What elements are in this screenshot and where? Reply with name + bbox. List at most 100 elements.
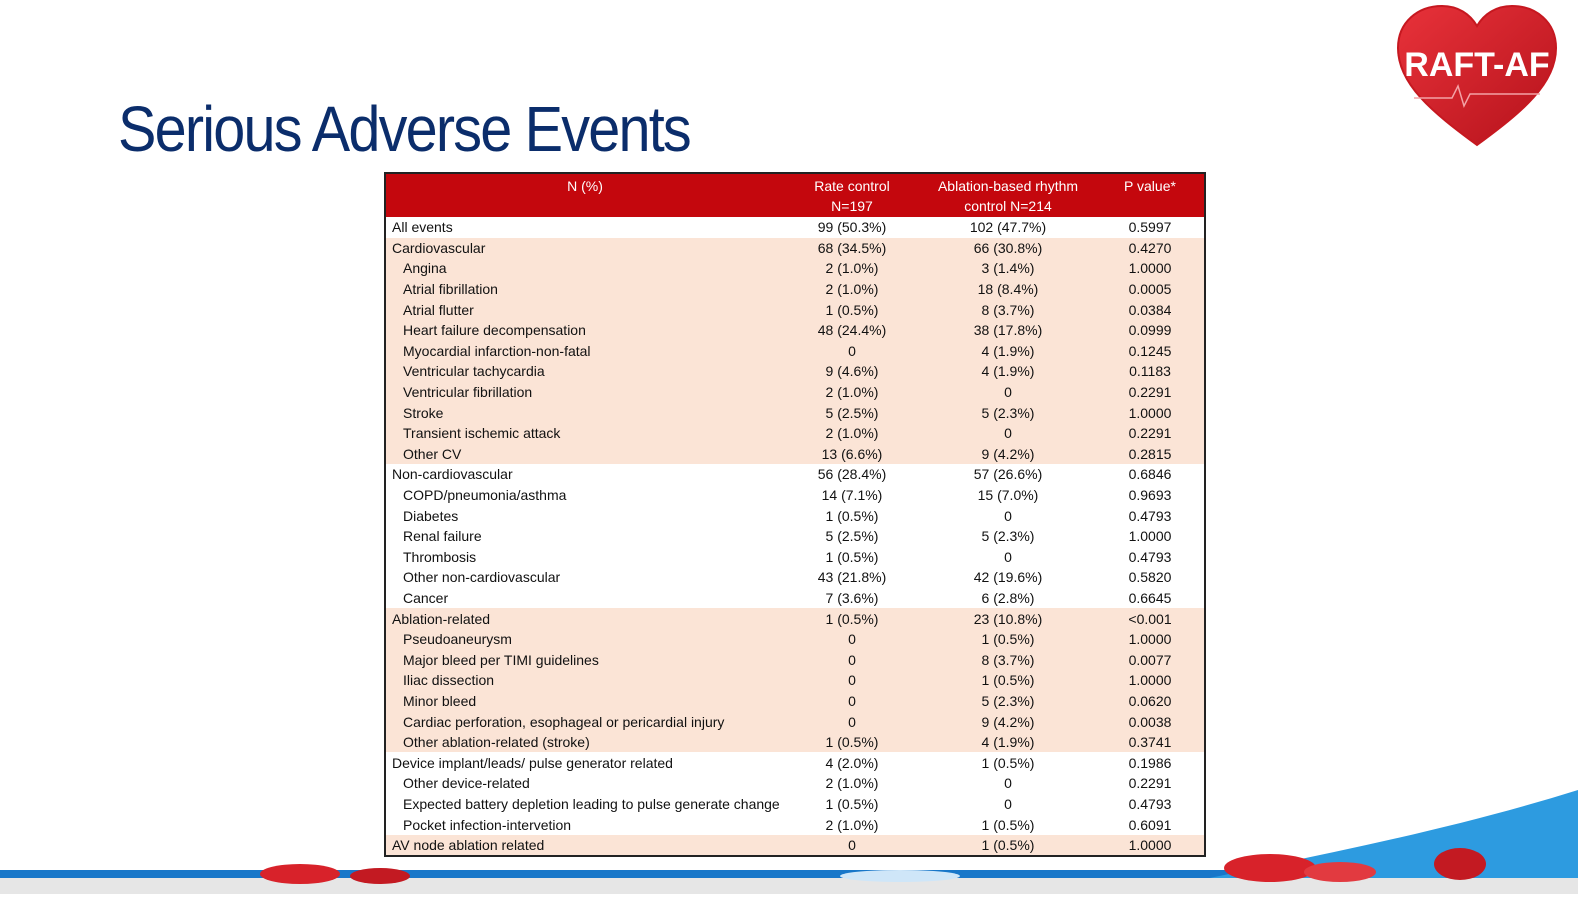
ablation-value: 4 (1.9%) [981, 734, 1035, 751]
row-label: Cancer [403, 589, 449, 606]
row-label: COPD/pneumonia/asthma [403, 487, 567, 504]
header-p-value: P value* [1124, 178, 1176, 194]
table-row: Transient ischemic attack 2 (1.0%) 0 0.2291 [386, 422, 1204, 444]
row-label: Ablation-related [392, 610, 491, 627]
rate-control-value: 5 (2.5%) [825, 404, 879, 421]
table-row: COPD/pneumonia/asthma 14 (7.1%) 15 (7.0%) 0… [386, 484, 1204, 506]
ablation-value: 15 (7.0%) [977, 487, 1039, 504]
ablation-value: 18 (8.4%) [977, 281, 1039, 298]
rate-control-value: 1 (0.5%) [825, 734, 879, 751]
header-ablation-rhythm-control: Ablation-based rhythm control N=214 [937, 178, 1079, 214]
ablation-value: 1 (0.5%) [981, 816, 1035, 833]
rate-control-value: 5 (2.5%) [825, 528, 879, 545]
footer-decoration [0, 760, 1578, 894]
table-row: Heart failure decompensation 48 (24.4%) 38… [386, 319, 1204, 341]
table-row: Other ablation-related (stroke) 1 (0.5%) 4… [386, 731, 1204, 753]
row-label: Major bleed per TIMI guidelines [403, 651, 599, 668]
row-label: Other non-cardiovascular [403, 569, 561, 586]
p-value: 0.0005 [1128, 281, 1172, 298]
p-value: 0.4793 [1128, 507, 1172, 524]
p-value: 0.3741 [1128, 734, 1172, 751]
row-label: Atrial fibrillation [403, 281, 498, 298]
ablation-value: 1 (0.5%) [981, 672, 1035, 689]
table-row: Atrial flutter 1 (0.5%) 8 (3.7%) 0.0384 [386, 299, 1204, 320]
rate-control-value: 0 [848, 692, 856, 709]
row-label: Minor bleed [403, 692, 477, 709]
raft-af-logo: RAFT-AF [1392, 2, 1562, 152]
ablation-value: 5 (2.3%) [981, 404, 1035, 421]
row-label: Ventricular fibrillation [403, 384, 533, 401]
row-label: Iliac dissection [403, 672, 495, 689]
table-header-row: N (%) Rate control N=197 Ablation-based … [386, 174, 1204, 217]
ablation-value: 6 (2.8%) [981, 589, 1035, 606]
ablation-value: 5 (2.3%) [981, 528, 1035, 545]
table-row: Expected battery depletion leading to pu… [386, 793, 1204, 815]
rate-control-value: 2 (1.0%) [825, 775, 879, 792]
table-row: Pseudoaneurysm 0 1 (0.5%) 1.0000 [386, 628, 1204, 650]
rate-control-value: 48 (24.4%) [817, 322, 887, 339]
p-value: 0.0620 [1128, 692, 1172, 709]
p-value: 1.0000 [1128, 631, 1172, 648]
row-label: Transient ischemic attack [403, 425, 561, 442]
table-row: Non-cardiovascular 56 (28.4%) 57 (26.6%) 0.… [386, 464, 1204, 485]
rate-control-value: 0 [848, 631, 856, 648]
rate-control-value: 1 (0.5%) [825, 610, 879, 627]
ablation-value: 42 (19.6%) [973, 569, 1043, 586]
p-value: 0.0077 [1128, 651, 1172, 668]
row-label: Pocket infection-intervetion [403, 816, 572, 833]
rate-control-value: 7 (3.6%) [825, 589, 879, 606]
p-value: 0.6091 [1128, 816, 1172, 833]
row-label: Thrombosis [403, 548, 477, 565]
ablation-value: 4 (1.9%) [981, 363, 1035, 380]
ablation-value: 1 (0.5%) [981, 631, 1035, 648]
ablation-value: 38 (17.8%) [973, 322, 1043, 339]
rate-control-value: 56 (28.4%) [817, 466, 887, 483]
p-value: 1.0000 [1128, 404, 1172, 421]
ablation-value: 102 (47.7%) [969, 219, 1047, 236]
rate-control-value: 2 (1.0%) [825, 260, 879, 277]
ablation-value: 57 (26.6%) [973, 466, 1043, 483]
ablation-value: 0 [1004, 775, 1012, 792]
table-row: All events 99 (50.3%) 102 (47.7%) 0.5997 [386, 217, 1204, 238]
table-row: Atrial fibrillation 2 (1.0%) 18 (8.4%) 0.00… [386, 278, 1204, 300]
row-label: Angina [403, 260, 447, 277]
table-row: Other device-related 2 (1.0%) 0 0.2291 [386, 773, 1204, 794]
table-row: Myocardial infarction-non-fatal 0 4 (1.9%)… [386, 340, 1204, 362]
p-value: 0.4793 [1128, 548, 1172, 565]
p-value: 1.0000 [1128, 837, 1172, 854]
rate-control-value: 0 [848, 713, 856, 730]
ablation-value: 9 (4.2%) [981, 713, 1035, 730]
table-row: Ventricular fibrillation 2 (1.0%) 0 0.2291 [386, 381, 1204, 403]
table-row: Stroke 5 (2.5%) 5 (2.3%) 1.0000 [386, 402, 1204, 423]
p-value: 0.2815 [1128, 445, 1172, 462]
row-label: Expected battery depletion leading to pu… [403, 795, 780, 812]
p-value: 0.1986 [1128, 754, 1172, 771]
table-row: Cancer 7 (3.6%) 6 (2.8%) 0.6645 [386, 587, 1204, 609]
p-value: 1.0000 [1128, 260, 1172, 277]
adverse-events-table: N (%) Rate control N=197 Ablation-based … [384, 172, 1206, 858]
p-value: 1.0000 [1128, 672, 1172, 689]
ablation-value: 9 (4.2%) [981, 445, 1035, 462]
p-value: 0.2291 [1128, 425, 1172, 442]
row-label: All events [392, 219, 453, 236]
p-value: 0.5997 [1128, 219, 1172, 236]
ablation-value: 4 (1.9%) [981, 342, 1035, 359]
row-label: Other ablation-related (stroke) [403, 734, 590, 751]
ablation-value: 0 [1004, 548, 1012, 565]
rate-control-value: 13 (6.6%) [821, 445, 883, 462]
p-value: 0.9693 [1128, 487, 1172, 504]
ablation-value: 0 [1004, 384, 1012, 401]
rate-control-value: 2 (1.0%) [825, 425, 879, 442]
p-value: 1.0000 [1128, 528, 1172, 545]
rate-control-value: 0 [848, 342, 856, 359]
table-row: Angina 2 (1.0%) 3 (1.4%) 1.0000 [386, 258, 1204, 279]
table-row: AV node ablation related 0 1 (0.5%) 1.0000 [386, 834, 1204, 856]
row-label: AV node ablation related [392, 837, 545, 854]
row-label: Renal failure [403, 528, 482, 545]
row-label: Heart failure decompensation [403, 322, 586, 339]
row-label: Myocardial infarction-non-fatal [403, 342, 591, 359]
header-n-percent: N (%) [567, 178, 603, 194]
rate-control-value: 0 [848, 651, 856, 668]
ablation-value: 3 (1.4%) [981, 260, 1035, 277]
rate-control-value: 14 (7.1%) [821, 487, 883, 504]
